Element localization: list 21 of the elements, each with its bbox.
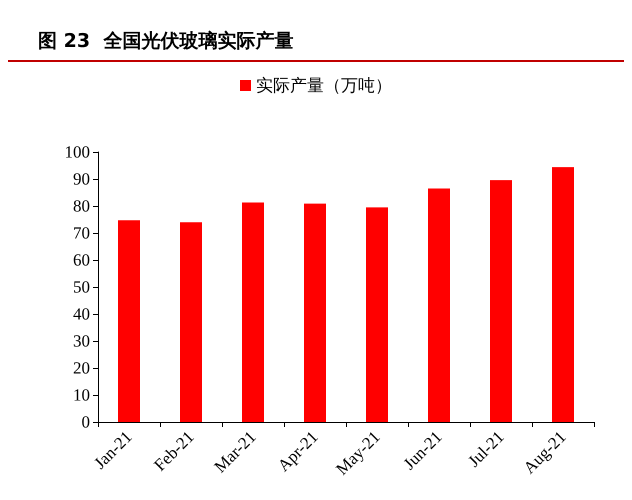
bar <box>552 167 574 422</box>
bar <box>490 180 512 422</box>
bar <box>118 220 140 422</box>
bar <box>366 207 388 422</box>
y-tick-label: 0 <box>82 412 90 432</box>
bar <box>304 204 326 422</box>
chart-title: 图 23 全国光伏玻璃实际产量 <box>8 8 624 62</box>
y-tick-label: 90 <box>73 170 90 188</box>
y-tick-label: 10 <box>73 386 90 404</box>
y-tick-label: 70 <box>73 224 90 242</box>
bar <box>180 222 202 422</box>
y-tick-label: 20 <box>73 358 90 378</box>
y-tick-label: 80 <box>73 196 90 216</box>
y-tick-label: 60 <box>73 250 90 270</box>
y-tick-label: 40 <box>73 304 90 324</box>
y-tick-label: 50 <box>73 278 90 296</box>
bar <box>242 202 264 422</box>
legend-label: 实际产量（万吨） <box>256 76 392 95</box>
y-tick-label: 100 <box>64 142 90 162</box>
bar <box>428 188 450 422</box>
y-tick-label: 30 <box>73 332 90 350</box>
